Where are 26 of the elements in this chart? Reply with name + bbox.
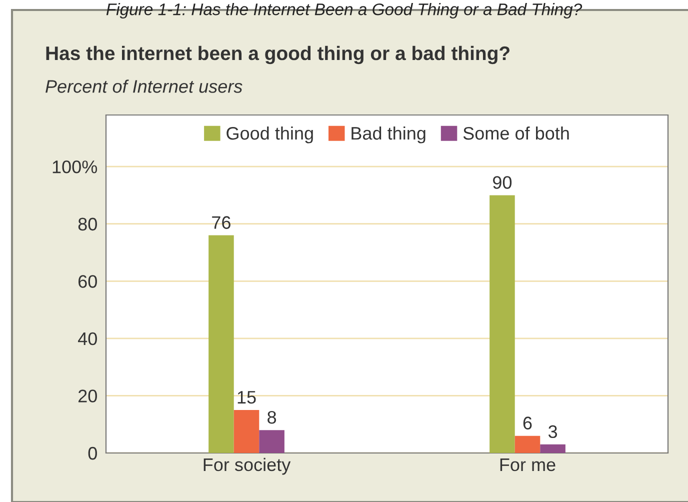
legend-label: Bad thing xyxy=(352,126,426,144)
y-tick-label: 60 xyxy=(78,275,97,288)
bar xyxy=(490,195,515,453)
y-tick-label: 100% xyxy=(52,160,98,174)
y-tick-label: 80 xyxy=(78,218,97,231)
y-tick-label: 20 xyxy=(78,390,97,402)
data-label: 76 xyxy=(212,216,230,229)
bar xyxy=(234,410,260,453)
chart-title: Has the internet been a good thing or a bad thing? xyxy=(46,46,510,64)
y-tick-label: 0 xyxy=(88,446,97,460)
bar xyxy=(540,444,566,453)
x-tick-label: For me xyxy=(500,458,556,472)
x-tick-label: For society xyxy=(204,458,291,475)
caption: Figure 1-1: Has the Internet Been a Good Thing or a Bad Thing? xyxy=(106,3,582,19)
data-label: 8 xyxy=(268,410,276,424)
legend-label: Some of both xyxy=(463,126,569,140)
y-tick-label: 40 xyxy=(78,332,97,346)
data-label: 3 xyxy=(548,425,558,438)
bar xyxy=(514,436,540,453)
bar xyxy=(208,235,234,453)
data-label: 6 xyxy=(523,416,532,430)
chart-subtitle: Percent of Internet users xyxy=(46,80,242,93)
data-label: 90 xyxy=(493,176,512,189)
legend-label: Good thing xyxy=(226,126,313,144)
bar xyxy=(259,430,284,453)
data-label: 15 xyxy=(238,391,256,404)
